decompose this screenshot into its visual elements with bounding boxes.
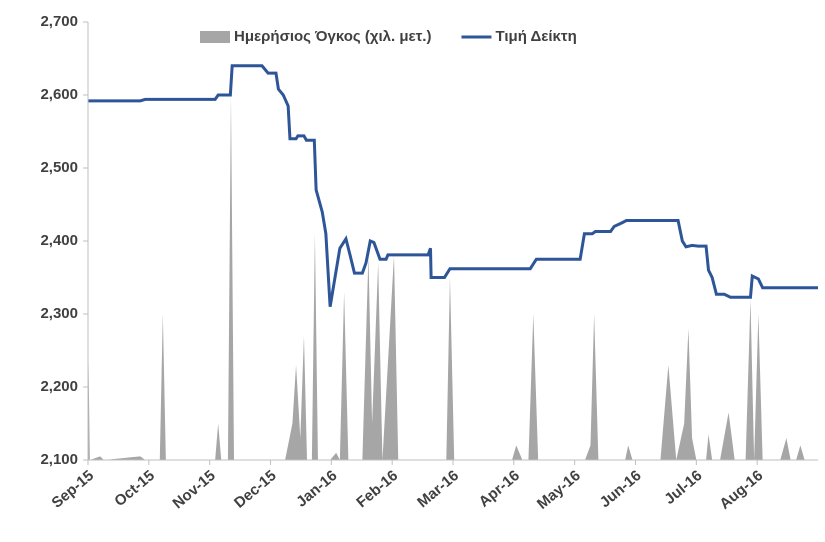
x-tick-label: Apr-16 xyxy=(476,467,523,511)
x-tick-label: Dec-15 xyxy=(231,467,280,512)
y-tick-label: 2,200 xyxy=(40,378,78,395)
x-tick-label: Feb-16 xyxy=(353,467,401,511)
x-tick-label: May-16 xyxy=(534,467,584,513)
x-tick-label: Jul-16 xyxy=(661,467,705,508)
x-tick-label: Jan-16 xyxy=(293,467,340,511)
x-tick-label: Oct-15 xyxy=(111,467,158,510)
legend-swatch xyxy=(200,31,230,43)
y-tick-label: 2,100 xyxy=(40,451,78,468)
x-tick-label: Jun-16 xyxy=(597,467,645,511)
x-tick-label: Mar-16 xyxy=(414,467,462,511)
x-tick-label: Nov-15 xyxy=(170,467,219,512)
x-tick-label: Sep-15 xyxy=(49,467,98,512)
y-tick-label: 2,500 xyxy=(40,159,78,176)
legend-label: Τιμή Δείκτη xyxy=(495,28,576,45)
y-tick-label: 2,700 xyxy=(40,13,78,30)
y-tick-label: 2,600 xyxy=(40,86,78,103)
legend-label: Ημερήσιος Όγκος (χιλ. μετ.) xyxy=(234,28,431,45)
x-tick-label: Aug-16 xyxy=(716,467,766,513)
y-tick-label: 2,300 xyxy=(40,305,78,322)
volume-area xyxy=(88,95,818,460)
y-tick-label: 2,400 xyxy=(40,232,78,249)
index-line xyxy=(88,64,818,307)
